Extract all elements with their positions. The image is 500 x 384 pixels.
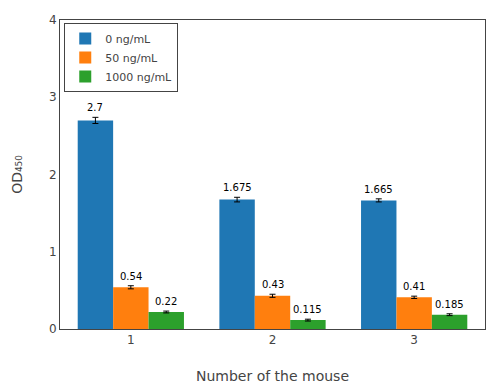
svg-text:1.665: 1.665 bbox=[364, 184, 393, 195]
svg-text:0.54: 0.54 bbox=[120, 271, 142, 282]
svg-text:1: 1 bbox=[127, 333, 135, 347]
svg-text:0.41: 0.41 bbox=[403, 281, 425, 292]
svg-text:0: 0 bbox=[49, 322, 57, 336]
svg-text:OD₄₅₀: OD₄₅₀ bbox=[9, 155, 25, 194]
svg-text:1000 ng/mL: 1000 ng/mL bbox=[105, 71, 172, 84]
svg-text:2: 2 bbox=[49, 168, 57, 182]
svg-text:3: 3 bbox=[410, 333, 418, 347]
svg-text:4: 4 bbox=[49, 13, 57, 27]
svg-text:0 ng/mL: 0 ng/mL bbox=[105, 33, 151, 46]
svg-text:1: 1 bbox=[49, 245, 57, 259]
svg-text:0.43: 0.43 bbox=[262, 279, 284, 290]
svg-text:0.115: 0.115 bbox=[293, 304, 322, 315]
svg-text:0.185: 0.185 bbox=[435, 299, 464, 310]
svg-text:0.22: 0.22 bbox=[155, 296, 177, 307]
svg-text:Number of the mouse: Number of the mouse bbox=[196, 368, 349, 384]
svg-text:2: 2 bbox=[269, 333, 277, 347]
svg-text:2.7: 2.7 bbox=[87, 102, 103, 113]
svg-text:3: 3 bbox=[49, 90, 57, 104]
svg-text:50 ng/mL: 50 ng/mL bbox=[105, 52, 158, 65]
svg-text:1.675: 1.675 bbox=[223, 182, 252, 193]
